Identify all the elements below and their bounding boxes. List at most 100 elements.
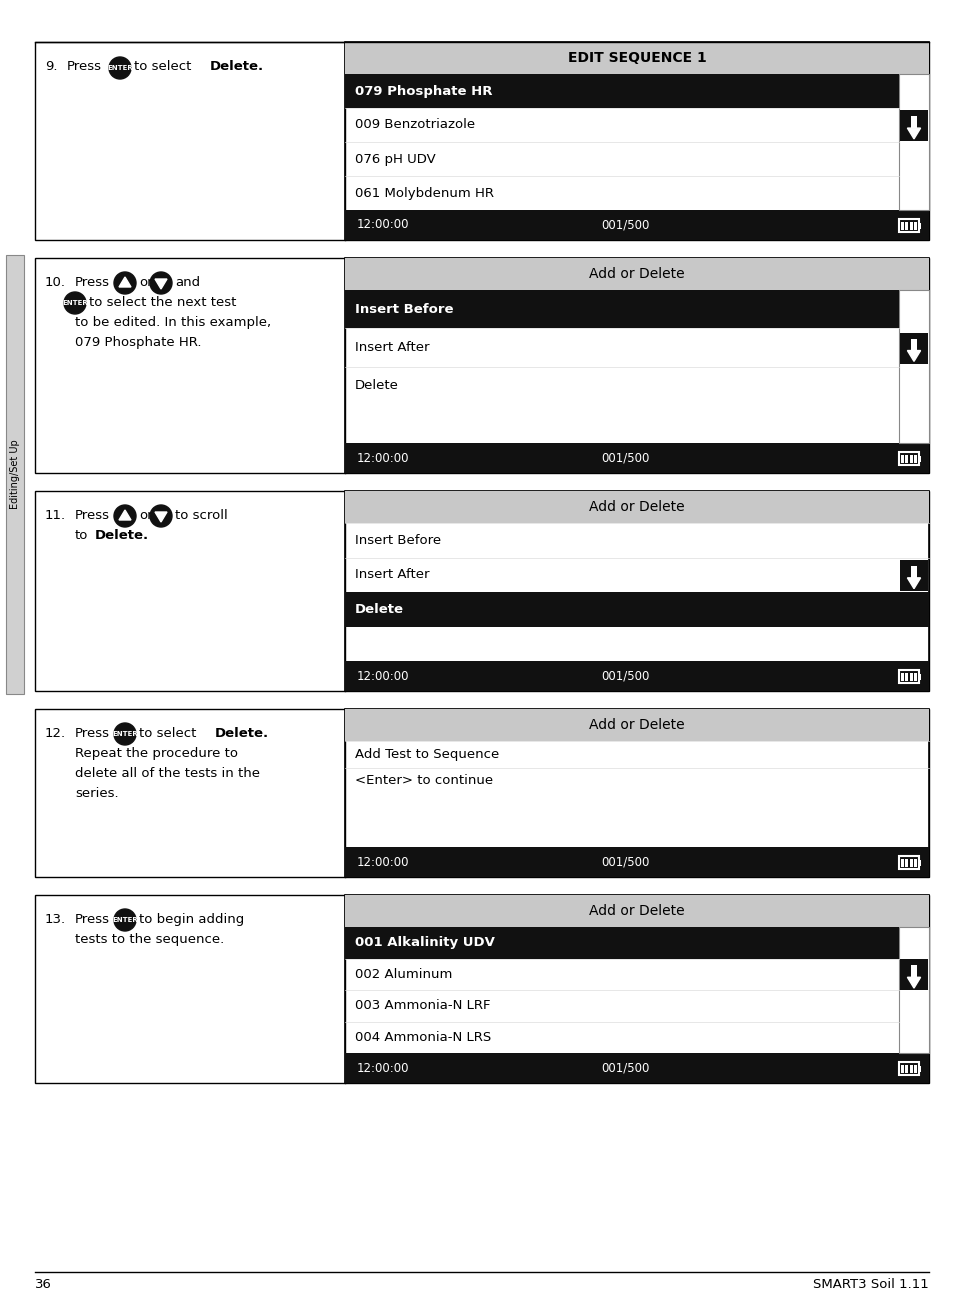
Text: 10.: 10. [45,276,66,289]
Text: 12:00:00: 12:00:00 [356,451,409,464]
Bar [900,858,903,866]
Polygon shape [906,350,920,361]
Polygon shape [906,977,920,988]
Bar [345,443,928,474]
Text: 076 pH UDV: 076 pH UDV [355,152,436,165]
Circle shape [113,909,136,932]
Text: 12:00:00: 12:00:00 [356,219,409,231]
Text: EDIT SEQUENCE 1: EDIT SEQUENCE 1 [567,51,705,66]
Text: 004 Ammonia-N LRS: 004 Ammonia-N LRS [355,1031,491,1044]
Text: 12:00:00: 12:00:00 [356,669,409,682]
Text: or: or [139,276,152,289]
Text: Press: Press [75,727,110,740]
Bar [918,223,921,228]
Text: 9.: 9. [45,60,57,73]
Text: 079 Phosphate HR.: 079 Phosphate HR. [75,336,201,349]
Text: Add or Delete: Add or Delete [589,904,684,918]
Text: ENTER: ENTER [62,300,88,306]
Text: Delete.: Delete. [210,60,264,73]
Text: 13.: 13. [45,913,66,926]
Bar [898,1061,918,1075]
Bar [914,673,917,681]
Text: and: and [174,276,200,289]
Text: Editing/Set Up: Editing/Set Up [10,440,20,509]
Text: 002 Aluminum: 002 Aluminum [355,968,452,981]
Bar [900,222,903,230]
Bar [909,858,912,866]
Bar [899,959,927,991]
Text: 001/500: 001/500 [600,855,649,869]
Text: or: or [139,509,152,522]
Bar [898,73,928,210]
Text: 001/500: 001/500 [600,451,649,464]
Bar [918,673,921,680]
Bar [345,708,928,741]
Bar [345,42,928,73]
Bar [909,222,912,230]
Bar [914,858,917,866]
Bar [345,708,928,876]
Bar [900,1064,903,1072]
Bar [345,491,928,691]
Bar [904,858,907,866]
Bar [904,454,907,463]
Bar [345,661,928,691]
Bar [914,1064,917,1072]
Bar [345,592,928,627]
Text: to be edited. In this example,: to be edited. In this example, [75,316,271,329]
Bar [914,454,917,463]
Text: Add or Delete: Add or Delete [589,500,684,514]
Bar [345,928,898,959]
Text: series.: series. [75,787,118,800]
Polygon shape [119,510,131,520]
Text: to select the next test: to select the next test [89,297,236,310]
Bar [345,895,928,928]
Bar [898,290,928,443]
Bar [35,42,928,240]
Circle shape [150,272,172,294]
Bar [6,255,24,694]
Bar [904,222,907,230]
Bar [909,454,912,463]
Bar [900,673,903,681]
Text: Insert Before: Insert Before [355,534,440,547]
Text: delete all of the tests in the: delete all of the tests in the [75,768,260,781]
Bar [918,455,921,462]
Circle shape [113,723,136,745]
Text: to select: to select [139,727,196,740]
Polygon shape [906,129,920,139]
Circle shape [113,272,136,294]
Text: <Enter> to continue: <Enter> to continue [355,774,493,787]
Circle shape [109,56,131,79]
Text: Press: Press [75,509,110,522]
Bar [345,1054,928,1082]
Bar [345,210,928,240]
Bar [345,290,898,328]
Text: Press: Press [75,276,110,289]
Text: ENTER: ENTER [107,66,132,71]
Text: Repeat the procedure to: Repeat the procedure to [75,747,237,760]
Text: 009 Benzotriazole: 009 Benzotriazole [355,118,475,131]
Text: 001 Alkalinity UDV: 001 Alkalinity UDV [355,937,495,950]
Circle shape [113,505,136,527]
Text: to scroll: to scroll [174,509,228,522]
Bar [898,855,918,869]
Text: 11.: 11. [45,509,66,522]
Bar [345,42,928,240]
Bar [914,222,917,230]
Text: Add Test to Sequence: Add Test to Sequence [355,748,498,761]
Text: ENTER: ENTER [112,917,138,924]
Text: 001/500: 001/500 [600,1061,649,1075]
Text: to select: to select [133,60,192,73]
Bar [898,453,918,464]
Bar [904,673,907,681]
Text: 12:00:00: 12:00:00 [356,1061,409,1075]
Bar [910,338,916,350]
Text: Delete: Delete [355,602,403,615]
Polygon shape [154,279,167,289]
Bar [345,258,928,290]
Text: Delete: Delete [355,379,398,392]
Bar [918,859,921,866]
Text: ENTER: ENTER [112,731,138,737]
Bar [345,491,928,523]
